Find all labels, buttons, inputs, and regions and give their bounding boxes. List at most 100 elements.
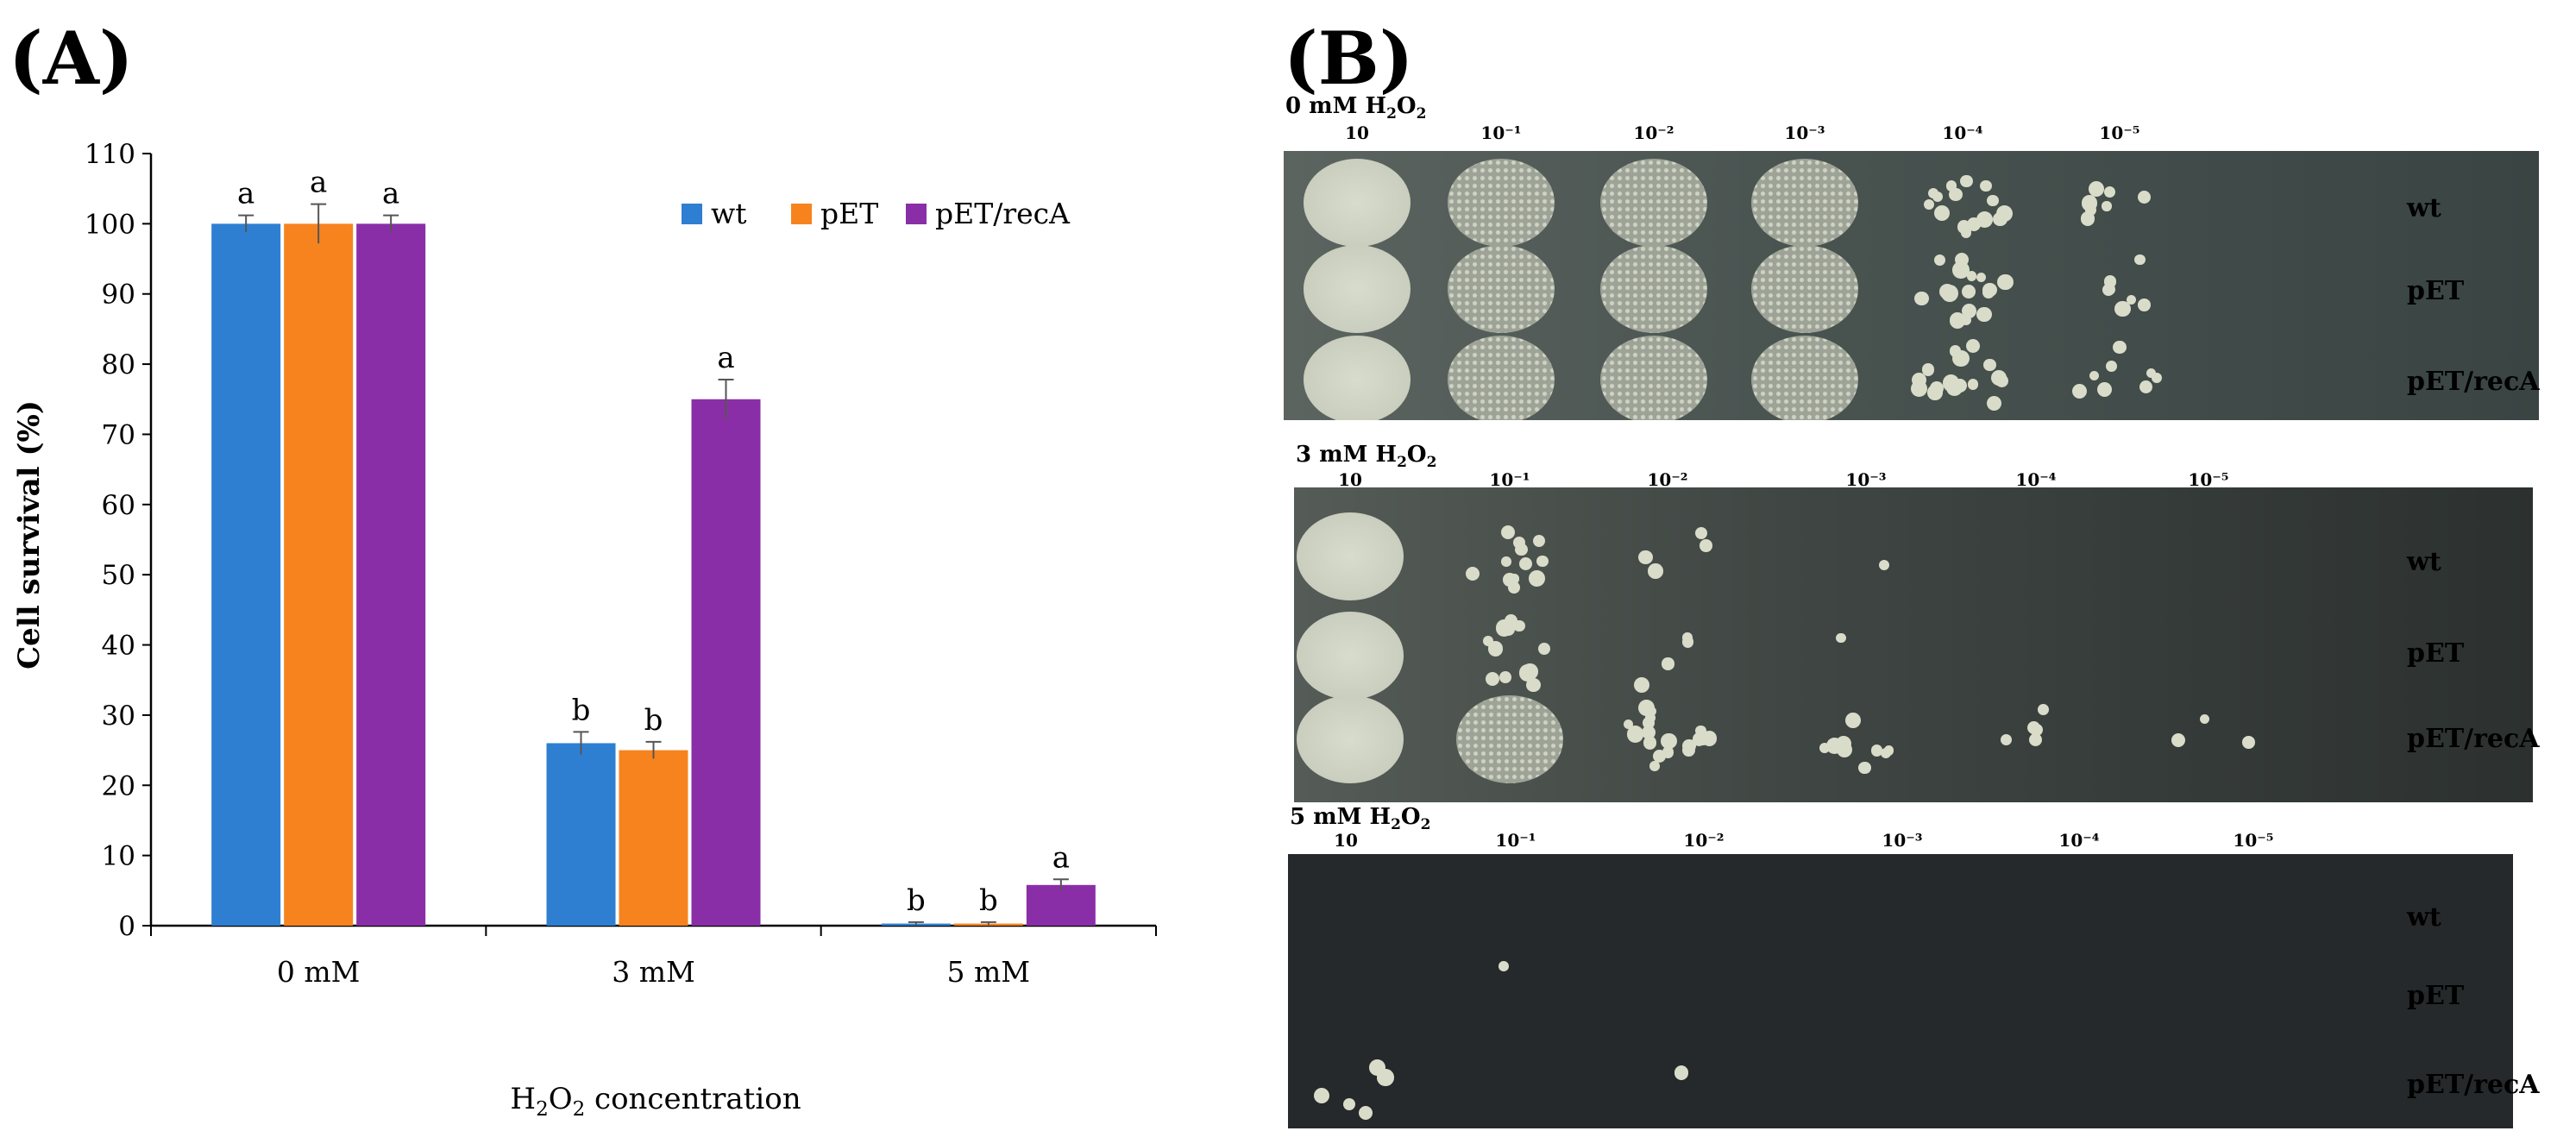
strain-label: pET bbox=[2407, 276, 2465, 306]
significance-letter: a bbox=[237, 177, 254, 211]
y-tick-label: 110 bbox=[85, 139, 135, 170]
colony bbox=[1836, 632, 1846, 644]
colony bbox=[1662, 745, 1674, 758]
colony bbox=[1643, 736, 1657, 750]
colony bbox=[1819, 742, 1831, 753]
colony bbox=[1342, 1097, 1356, 1111]
colony bbox=[1914, 291, 1929, 305]
legend-label: pET/recA bbox=[935, 197, 1071, 230]
colony bbox=[1836, 735, 1852, 751]
agar-plate bbox=[1284, 151, 2539, 420]
panel-b-label: (B) bbox=[1284, 16, 1414, 101]
colony bbox=[1536, 555, 1549, 568]
strain-label: wt bbox=[2407, 193, 2441, 223]
bar bbox=[211, 223, 281, 926]
colony bbox=[1700, 539, 1712, 552]
strain-label: pET bbox=[2407, 638, 2465, 669]
dilution-label: 10⁻³ bbox=[1882, 830, 1923, 851]
plate-title-sub: 2 bbox=[1397, 454, 1407, 472]
colony-spot bbox=[1751, 245, 1858, 333]
colony-spot bbox=[1600, 159, 1707, 247]
colony bbox=[1641, 725, 1656, 739]
colony bbox=[1966, 217, 1981, 232]
colony bbox=[1945, 180, 1957, 192]
y-tick-label: 10 bbox=[102, 841, 135, 872]
legend-label: pET bbox=[820, 197, 878, 230]
colony bbox=[1518, 556, 1532, 571]
colony bbox=[2037, 704, 2049, 715]
colony bbox=[1858, 761, 1871, 775]
colony bbox=[2114, 300, 2131, 317]
bar bbox=[619, 750, 688, 926]
colony bbox=[1529, 570, 1545, 587]
colony bbox=[1967, 379, 1979, 390]
agar-plate bbox=[1288, 854, 2513, 1128]
colony bbox=[1982, 282, 1997, 298]
colony-spot bbox=[1456, 695, 1563, 783]
legend-swatch bbox=[682, 204, 702, 224]
colony bbox=[1923, 198, 1934, 210]
colony bbox=[2242, 736, 2255, 750]
colony bbox=[1921, 363, 1935, 376]
dilution-label: 10⁻³ bbox=[1845, 469, 1887, 490]
colony bbox=[1938, 283, 1955, 299]
plate-title-sub: 2 bbox=[1386, 105, 1397, 123]
colony bbox=[1515, 543, 1529, 556]
colony bbox=[1695, 725, 1706, 736]
colony bbox=[1987, 194, 1999, 206]
dilution-label: 10 bbox=[1334, 830, 1358, 851]
colony bbox=[1986, 395, 2001, 411]
colony bbox=[1682, 738, 1696, 753]
chart-bars: a a a b b a b b a bbox=[211, 166, 1096, 927]
colony-spot bbox=[1297, 512, 1404, 600]
colony-spot bbox=[1304, 245, 1411, 333]
colony bbox=[1498, 960, 1509, 971]
legend-swatch bbox=[791, 204, 812, 224]
colony bbox=[1634, 677, 1650, 694]
colony bbox=[2001, 734, 2013, 746]
colony bbox=[1313, 1088, 1330, 1104]
plate-title-text: O bbox=[1400, 804, 1421, 830]
plate-title-sub: 2 bbox=[1426, 454, 1437, 472]
colony bbox=[1626, 726, 1644, 743]
dilution-label: 10⁻¹ bbox=[1495, 830, 1536, 851]
legend-label: wt bbox=[711, 197, 747, 230]
colony bbox=[1487, 641, 1504, 657]
plate-title: 5 mM H2O2 bbox=[1290, 804, 1430, 833]
colony bbox=[1532, 534, 1546, 548]
significance-letter: a bbox=[717, 341, 734, 375]
colony bbox=[1997, 273, 2014, 291]
colony bbox=[1961, 285, 1976, 298]
dilution-label: 10⁻⁴ bbox=[2058, 830, 2100, 851]
strain-label: pET/recA bbox=[2407, 1070, 2540, 1100]
y-tick-label: 90 bbox=[102, 280, 135, 311]
significance-letter: b bbox=[979, 883, 998, 918]
plate-title-sub: 2 bbox=[1420, 816, 1431, 834]
y-tick-label: 40 bbox=[102, 631, 135, 662]
colony bbox=[1662, 657, 1674, 670]
x-tick-label: 3 mM bbox=[612, 955, 695, 989]
colony bbox=[1932, 191, 1944, 203]
plate-title-text: 3 mM H bbox=[1296, 442, 1398, 468]
colony bbox=[1368, 1059, 1385, 1076]
y-tick-label: 20 bbox=[102, 770, 135, 801]
dilution-label: 10⁻² bbox=[1647, 469, 1688, 490]
colony bbox=[1482, 636, 1493, 647]
strain-label: pET/recA bbox=[2407, 724, 2540, 754]
strain-label: wt bbox=[2407, 902, 2441, 933]
colony bbox=[1649, 760, 1660, 771]
dilution-label: 10⁻² bbox=[1683, 830, 1725, 851]
x-tick-label: 5 mM bbox=[947, 955, 1031, 989]
colony bbox=[1878, 559, 1889, 571]
colony bbox=[1518, 664, 1536, 682]
colony bbox=[2071, 383, 2088, 399]
dilution-label: 10⁻⁴ bbox=[1942, 123, 1983, 143]
colony bbox=[1701, 730, 1718, 746]
colony bbox=[2127, 295, 2137, 305]
colony bbox=[1934, 254, 1946, 267]
colony bbox=[2139, 380, 2152, 393]
colony bbox=[1682, 636, 1694, 648]
colony bbox=[1501, 525, 1516, 539]
colony bbox=[1976, 306, 1992, 322]
plate-title-text: O bbox=[1406, 442, 1427, 468]
